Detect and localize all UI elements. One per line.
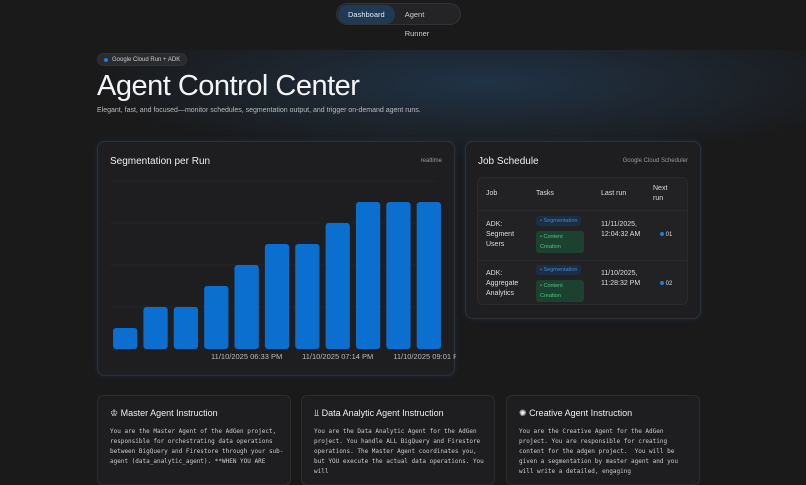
- creative-instruction-title: ✺ Creative Agent Instruction: [519, 408, 633, 418]
- creative-instruction-card: ✺ Creative Agent Instruction You are the…: [506, 395, 700, 485]
- segmentation-card: Segmentation per Run realtime 11/10/2025…: [97, 141, 456, 376]
- col-job: Job: [486, 190, 498, 197]
- job-schedule-title: Job Schedule: [478, 156, 539, 167]
- x-tick-label: 11/10/2025 09:01 PM: [393, 352, 456, 361]
- data-analytic-instruction-card: ⫫ Data Analytic Agent Instruction You ar…: [301, 395, 495, 485]
- job-table: Job Tasks Last run Next run ADK: Segment…: [477, 177, 688, 305]
- master-instruction-title: ♔ Master Agent Instruction: [110, 408, 218, 418]
- creative-instruction-body[interactable]: You are the Creative Agent for the AdGen…: [519, 428, 682, 475]
- x-tick-label: 11/10/2025 07:14 PM: [302, 352, 373, 361]
- realtime-label: realtime: [420, 158, 442, 164]
- bar[interactable]: [143, 307, 168, 349]
- scheduler-label: Google Cloud Scheduler: [622, 158, 688, 164]
- master-instruction-body[interactable]: You are the Master Agent of the AdGen pr…: [110, 428, 284, 465]
- bar[interactable]: [295, 244, 320, 349]
- badge-label: Google Cloud Run + ADK: [112, 56, 181, 63]
- bar[interactable]: [234, 265, 259, 349]
- col-last-run: Last run: [601, 190, 627, 197]
- page-title: Agent Control Center: [97, 70, 360, 102]
- bar-chart-icon: ⫫: [314, 408, 320, 418]
- col-next-run: Next run: [653, 185, 668, 202]
- status-dot-icon: [104, 57, 108, 62]
- crown-icon: ♔: [110, 408, 119, 418]
- platform-badge: Google Cloud Run + ADK: [97, 53, 188, 66]
- top-nav: Dashboard Agent Runner: [336, 3, 461, 38]
- tab-agent-runner[interactable]: Agent Runner: [404, 9, 430, 38]
- next-run: 01: [660, 230, 672, 240]
- bar[interactable]: [416, 202, 441, 349]
- bar[interactable]: [204, 286, 229, 349]
- task-tag: • Content Creation: [536, 280, 584, 302]
- sparkle-icon: ✺: [519, 408, 527, 418]
- data-analytic-instruction-title: ⫫ Data Analytic Agent Instruction: [314, 408, 444, 418]
- col-tasks: Tasks: [536, 190, 554, 197]
- bar[interactable]: [386, 202, 411, 349]
- task-tag: • Segmentation: [536, 265, 582, 275]
- bar[interactable]: [264, 244, 290, 349]
- bar[interactable]: [113, 328, 138, 349]
- master-instruction-card: ♔ Master Agent Instruction You are the M…: [97, 395, 291, 485]
- last-run: 11/11/2025, 12:04:32 AM: [601, 221, 641, 238]
- segmentation-chart: 11/10/2025 06:33 PM 11/10/2025 07:14 PM 11…: [110, 180, 456, 361]
- last-run: 11/10/2025, 11:28:32 PM: [601, 270, 641, 287]
- x-tick-label: 11/10/2025 06:33 PM: [211, 352, 282, 361]
- segmentation-title: Segmentation per Run: [110, 156, 211, 167]
- task-tag: • Segmentation: [536, 216, 582, 226]
- bar[interactable]: [355, 202, 381, 349]
- bar[interactable]: [325, 223, 350, 349]
- page-subtitle: Elegant, fast, and focused—monitor sched…: [97, 107, 421, 114]
- tab-dashboard[interactable]: Dashboard: [338, 4, 395, 24]
- bar[interactable]: [173, 307, 199, 349]
- next-run: 02: [660, 279, 672, 289]
- job-name: ADK: Segment Users: [486, 221, 515, 248]
- table-row[interactable]: ADK: Segment Users • Segmentation • Cont…: [478, 210, 687, 258]
- task-tag: • Content Creation: [536, 231, 584, 253]
- job-name: ADK: Aggregate Analytics: [486, 270, 519, 297]
- data-analytic-instruction-body[interactable]: You are the Data Analytic Agent for the …: [314, 428, 488, 475]
- table-row[interactable]: ADK: Aggregate Analytics • Segmentation …: [478, 260, 687, 306]
- job-schedule-card: Job Schedule Google Cloud Scheduler Job …: [465, 141, 701, 319]
